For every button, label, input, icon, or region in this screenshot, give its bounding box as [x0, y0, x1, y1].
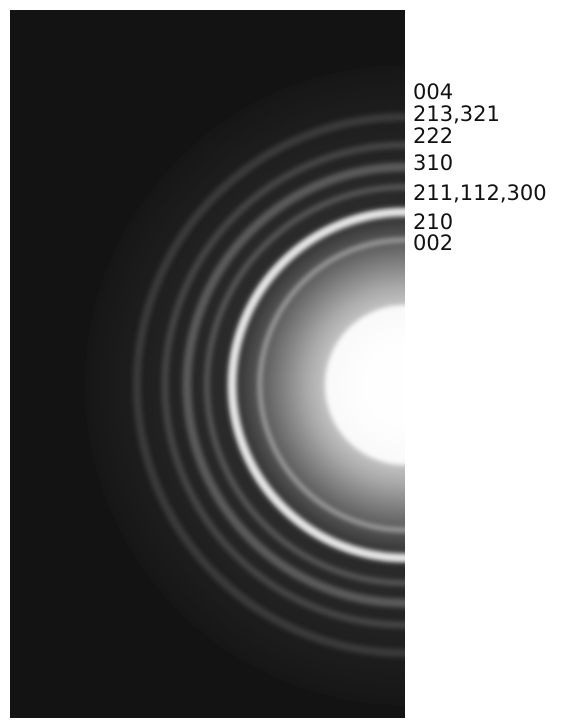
ring-label: 213,321 [413, 102, 500, 126]
ring-label: 310 [413, 151, 453, 175]
diffraction-figure: 004 213,321 222 310 211,112,300 210 002 [0, 0, 584, 723]
ring-label: 211,112,300 [413, 181, 547, 205]
ring-labels: 004 213,321 222 310 211,112,300 210 002 [413, 80, 547, 255]
ring-label: 004 [413, 80, 453, 104]
ring-label: 002 [413, 231, 453, 255]
ring-label: 222 [413, 124, 453, 148]
